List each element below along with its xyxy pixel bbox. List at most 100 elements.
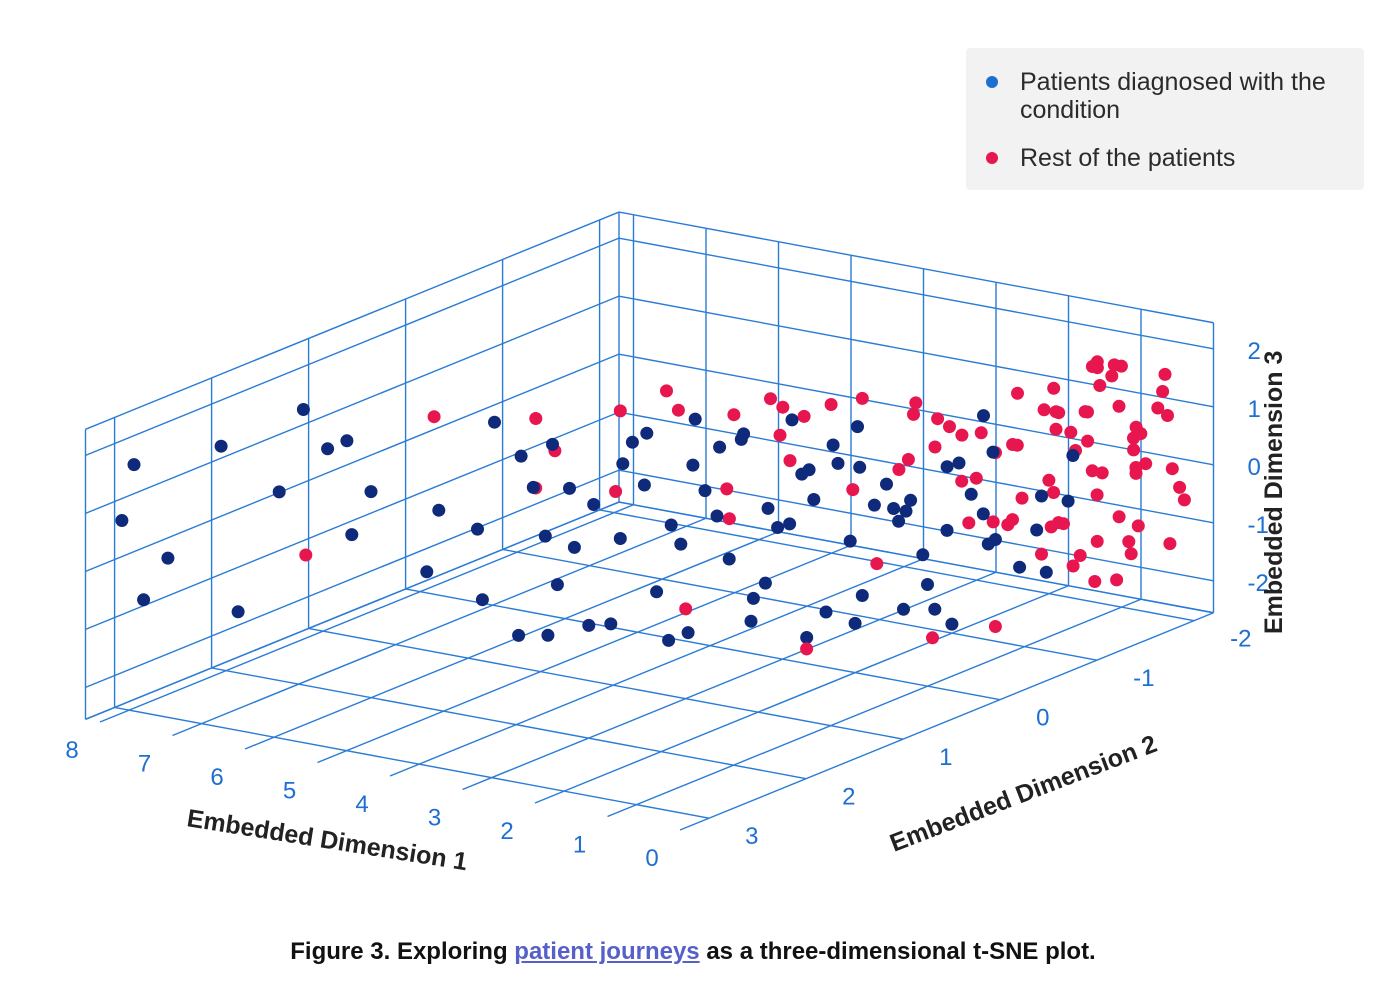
rest-patient-point bbox=[824, 398, 838, 411]
diagnosed-patient-point bbox=[550, 578, 564, 592]
rest-patient-point bbox=[609, 485, 623, 498]
rest-patient-point bbox=[870, 557, 884, 571]
rest-patient-point bbox=[1073, 549, 1087, 562]
side-wall-grid-line bbox=[85, 237, 620, 457]
diagnosed-patient-point bbox=[1039, 565, 1053, 579]
floor-grid-line bbox=[308, 627, 904, 740]
diagnosed-patient-point bbox=[988, 533, 1002, 546]
chart-grid bbox=[84, 211, 1215, 831]
rest-patient-point bbox=[800, 642, 814, 656]
diagnosed-patient-point bbox=[807, 493, 821, 506]
rest-patient-point bbox=[1158, 367, 1172, 381]
rest-patient-point bbox=[943, 420, 956, 434]
y-tick-label: -2 bbox=[1230, 626, 1251, 653]
rest-patient-point bbox=[1129, 461, 1143, 474]
rest-patient-point bbox=[928, 440, 942, 454]
floor-grid-line bbox=[534, 585, 1069, 804]
diagnosed-patient-point bbox=[471, 522, 484, 536]
rest-patient-point bbox=[1066, 559, 1080, 573]
floor-grid-line bbox=[244, 531, 779, 750]
diagnosed-patient-point bbox=[115, 514, 129, 527]
rest-patient-point bbox=[1161, 409, 1174, 422]
diagnosed-patient-point bbox=[686, 458, 700, 472]
diagnosed-patient-point bbox=[1035, 489, 1048, 503]
rest-patient-point bbox=[1165, 462, 1179, 476]
z-axis-title: Embedded Dimension 3 bbox=[1260, 351, 1288, 634]
diagnosed-patient-point bbox=[783, 517, 797, 531]
rest-patient-point bbox=[773, 428, 787, 442]
legend-item-rest: Rest of the patients bbox=[986, 144, 1350, 172]
side-wall-grid-line bbox=[85, 411, 620, 631]
rest-patient-point bbox=[909, 396, 923, 410]
rest-patient-point bbox=[1131, 519, 1145, 533]
y-tick-label: 2 bbox=[842, 784, 855, 811]
rest-patient-point bbox=[986, 515, 1000, 529]
chart-ticks: 0 1 2 3 4 5 6 7 8 -2 -1 0 1 2 3 -2 -1 0 1 2 bbox=[65, 338, 1269, 872]
rest-patient-point bbox=[660, 384, 673, 398]
diagnosed-patient-point bbox=[758, 576, 772, 590]
back-wall-grid-line bbox=[618, 211, 1214, 324]
rest-patient-point bbox=[988, 620, 1002, 633]
x-tick-label: 2 bbox=[500, 818, 513, 845]
diagnosed-patient-point bbox=[761, 501, 775, 515]
diagnosed-patient-point bbox=[514, 449, 528, 463]
side-wall-grid-line bbox=[85, 501, 620, 720]
caption-suffix: as a three-dimensional t-SNE plot. bbox=[699, 938, 1096, 965]
diagnosed-patient-point bbox=[848, 616, 862, 630]
legend-label: Patients diagnosed with the condition bbox=[1020, 68, 1326, 124]
rest-patient-point bbox=[926, 631, 939, 645]
diagnosed-patient-point bbox=[662, 633, 676, 647]
caption-link[interactable]: patient journeys bbox=[514, 938, 700, 965]
rest-patient-point bbox=[529, 412, 543, 425]
back-wall-grid-line bbox=[618, 237, 1214, 350]
rest-patient-point bbox=[1095, 466, 1109, 480]
diagnosed-patient-point bbox=[364, 485, 378, 499]
diagnosed-patient-point bbox=[674, 537, 688, 551]
rest-patient-point bbox=[671, 403, 685, 417]
diagnosed-patient-point bbox=[921, 578, 934, 591]
diagnosed-patient-point bbox=[722, 552, 736, 566]
rest-patient-point bbox=[1090, 488, 1104, 502]
diagnosed-patient-point bbox=[977, 409, 990, 423]
diagnosed-patient-point bbox=[855, 589, 869, 602]
rest-patient-point bbox=[1081, 405, 1094, 419]
diagnosed-patient-point bbox=[214, 439, 228, 453]
rest-patient-point bbox=[1163, 537, 1177, 551]
floor-grid-line bbox=[317, 544, 852, 764]
diagnosed-patient-point bbox=[538, 529, 552, 543]
rest-patient-point bbox=[1088, 575, 1102, 588]
rest-patient-point bbox=[427, 410, 441, 424]
diagnosed-patient-point bbox=[127, 458, 141, 472]
diagnosed-patient-point bbox=[795, 467, 809, 481]
x-tick-label: 1 bbox=[573, 832, 586, 859]
diagnosed-patient-point bbox=[616, 457, 630, 471]
side-wall-grid-line bbox=[85, 469, 620, 689]
rest-patient-point bbox=[1156, 385, 1170, 398]
tsne-3d-scatter-chart: 0 1 2 3 4 5 6 7 8 -2 -1 0 1 2 3 -2 -1 0 1 2 Embedded Dimens… bbox=[65, 211, 1288, 876]
diagnosed-patient-point bbox=[737, 427, 751, 441]
diagnosed-patient-point bbox=[512, 628, 526, 642]
diagnosed-patient-point bbox=[744, 614, 758, 628]
diagnosed-patient-point bbox=[563, 481, 576, 495]
diagnosed-patient-point bbox=[698, 484, 712, 498]
legend-marker-icon bbox=[986, 152, 998, 164]
legend-item-diagnosed: Patients diagnosed with the condition bbox=[986, 68, 1350, 124]
rest-patient-point bbox=[1011, 386, 1024, 400]
side-wall-grid-line bbox=[85, 353, 620, 573]
rest-patient-point bbox=[722, 512, 736, 526]
diagnosed-patient-point bbox=[420, 565, 434, 579]
diagnosed-patient-point bbox=[613, 532, 627, 545]
diagnosed-patient-point bbox=[771, 521, 785, 534]
diagnosed-patient-point bbox=[546, 437, 559, 451]
rest-patient-point bbox=[776, 400, 790, 414]
rest-patient-point bbox=[901, 453, 915, 466]
rest-patient-point bbox=[1124, 547, 1138, 561]
diagnosed-patient-point bbox=[940, 523, 954, 537]
diagnosed-patient-point bbox=[710, 509, 724, 523]
diagnosed-patient-point bbox=[604, 617, 618, 631]
diagnosed-patient-point bbox=[843, 534, 857, 548]
diagnosed-patient-point bbox=[582, 618, 596, 632]
side-wall-grid-line bbox=[85, 295, 620, 515]
rest-patient-point bbox=[974, 426, 988, 440]
rest-patient-point bbox=[1037, 403, 1051, 417]
